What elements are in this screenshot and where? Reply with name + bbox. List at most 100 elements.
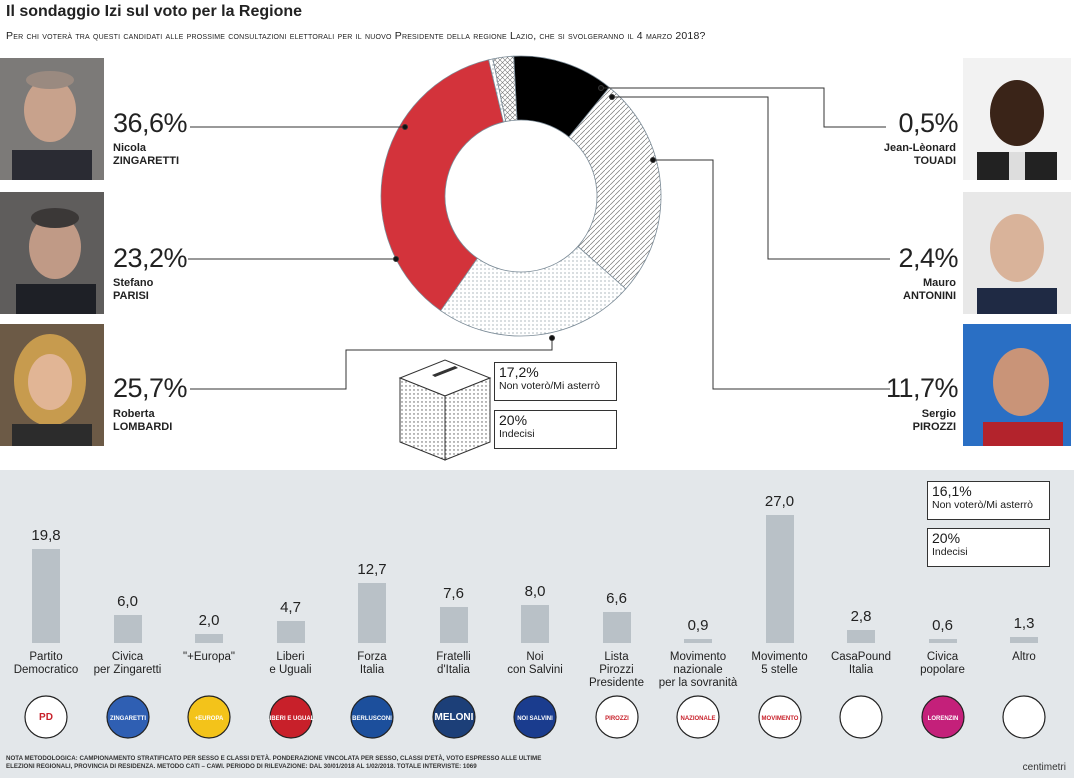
name-lombardi: Roberta LOMBARDI bbox=[113, 408, 172, 434]
bar-value-label: 6,6 bbox=[606, 589, 627, 607]
bar bbox=[439, 606, 468, 643]
first-name: Jean-Lèonard bbox=[883, 142, 956, 154]
pct-antonini: 2,4% bbox=[898, 243, 958, 273]
last-name: TOUADI bbox=[914, 155, 956, 167]
pct-parisi: 23,2% bbox=[113, 243, 188, 273]
bar-category-label-line: per Zingaretti bbox=[93, 664, 162, 676]
bar-category-label-line: Presidente bbox=[589, 677, 644, 689]
liberi-uguali-logo: LIBERI E UGUALI bbox=[268, 694, 314, 740]
lista-pirozzi-logo: PIROZZI bbox=[594, 694, 640, 740]
bar-category-label: Civica per Zingaretti bbox=[78, 651, 178, 677]
bar-value-label: 2,8 bbox=[850, 607, 872, 625]
last-name: PARISI bbox=[113, 290, 149, 302]
bar-category-label-line: Noi bbox=[526, 651, 544, 663]
donut-slice-zingaretti bbox=[380, 59, 504, 312]
bar-category-label: Movimento nazionale per la sovranità bbox=[648, 651, 748, 690]
bar-value-label: 0,6 bbox=[932, 617, 953, 634]
svg-text:LORENZIN: LORENZIN bbox=[927, 716, 958, 722]
svg-text:MOVIMENTO: MOVIMENTO bbox=[761, 716, 798, 722]
last-name: PIROZZI bbox=[912, 421, 956, 433]
bar-category-label-line: Italia bbox=[848, 664, 874, 676]
undecided-value: 20% bbox=[499, 412, 528, 428]
bar bbox=[195, 633, 223, 643]
chart-subtitle: Per chi voterà tra questi candidati alle… bbox=[6, 30, 706, 42]
bar-category-label-line: Civica bbox=[926, 651, 959, 663]
name-zingaretti: Nicola ZINGARETTI bbox=[113, 142, 179, 168]
abstain-label: Non voterò/Mi asterrò bbox=[932, 499, 1033, 511]
bar-value-label: 27,0 bbox=[764, 493, 795, 510]
svg-text:ZINGARETTI: ZINGARETTI bbox=[110, 716, 146, 722]
bar-value-label: 0,9 bbox=[687, 616, 709, 634]
bar-category-label-line: d'Italia bbox=[437, 664, 470, 676]
bar-category-label-line: e Uguali bbox=[269, 664, 312, 676]
svg-text:NAZIONALE: NAZIONALE bbox=[681, 716, 716, 722]
svg-text:BERLUSCONI: BERLUSCONI bbox=[352, 716, 392, 722]
photo-zingaretti bbox=[0, 58, 104, 180]
pct-zingaretti: 36,6% bbox=[113, 108, 188, 138]
bar bbox=[32, 549, 60, 643]
bar-category-label: Partito Democratico bbox=[0, 651, 96, 677]
pct-lombardi: 25,7% bbox=[113, 373, 188, 403]
undecided-value: 20% bbox=[932, 530, 961, 546]
forza-italia-logo: BERLUSCONI bbox=[349, 694, 395, 740]
bar-category-label-line: Movimento bbox=[751, 651, 808, 663]
donut-slice-lombardi bbox=[568, 86, 662, 290]
leader-line-antonini bbox=[612, 96, 890, 260]
casapound-logo bbox=[838, 694, 884, 740]
last-name: ANTONINI bbox=[903, 290, 956, 302]
bar-category-label-line: Pirozzi bbox=[599, 664, 634, 676]
bar-value-label: 8,0 bbox=[524, 583, 546, 601]
bar-value-label: 6,0 bbox=[117, 592, 138, 610]
bar bbox=[521, 605, 549, 643]
svg-text:+EUROPA: +EUROPA bbox=[195, 716, 224, 722]
credit-logo: centimetri bbox=[1022, 762, 1066, 773]
noi-salvini-logo: NOI SALVINI bbox=[512, 694, 558, 740]
bar-category-label-line: Partito bbox=[29, 651, 63, 663]
photo-parisi bbox=[0, 192, 104, 314]
bar bbox=[847, 629, 875, 643]
bar-category-label-line: "+Europa" bbox=[183, 651, 235, 663]
photo-touadi bbox=[963, 58, 1071, 180]
fratelli-italia-logo: MELONI bbox=[431, 694, 477, 740]
photo-lombardi bbox=[0, 324, 104, 446]
bar-category-label-line: Italia bbox=[359, 664, 385, 676]
bar-category-label-line: Fratelli bbox=[436, 651, 471, 663]
abstain-value: 17,2% bbox=[499, 364, 539, 380]
undecided-label: Indecisi bbox=[499, 428, 535, 440]
chart-title: Il sondaggio Izi sul voto per la Regione bbox=[6, 3, 303, 20]
photo-pirozzi bbox=[963, 324, 1071, 446]
bar-category-label: "+Europa" bbox=[159, 651, 259, 664]
first-name: Nicola bbox=[113, 142, 147, 154]
leader-line-pirozzi bbox=[653, 159, 890, 390]
leader-line-touadi bbox=[601, 87, 886, 128]
methodology-note: Nota metodologica: Campionamento stratif… bbox=[6, 755, 542, 770]
first-name: Mauro bbox=[923, 277, 956, 289]
name-touadi: Jean-Lèonard TOUADI bbox=[836, 142, 956, 168]
bar-value-label: 1,3 bbox=[1013, 614, 1035, 632]
bar-category-label: Altro bbox=[974, 651, 1074, 664]
bar-category-label-line: nazionale bbox=[673, 664, 723, 676]
bar-category-label: Movimento 5 stelle bbox=[730, 651, 830, 677]
civica-popolare-logo: LORENZIN bbox=[920, 694, 966, 740]
bar-category-label: Civica popolare bbox=[893, 651, 993, 677]
svg-text:MELONI: MELONI bbox=[434, 712, 473, 723]
name-pirozzi: Sergio PIROZZI bbox=[836, 408, 956, 434]
bar bbox=[358, 582, 386, 643]
bar-value-label: 7,6 bbox=[443, 584, 464, 602]
svg-text:NOI SALVINI: NOI SALVINI bbox=[517, 716, 553, 722]
donut-slice-parisi bbox=[440, 245, 627, 337]
bar bbox=[928, 639, 957, 643]
name-antonini: Mauro ANTONINI bbox=[836, 277, 956, 303]
pct-pirozzi: 11,7% bbox=[885, 373, 959, 403]
bar-category-label-line: CasaPound bbox=[830, 651, 892, 663]
bar-category-label: Noi con Salvini bbox=[485, 651, 585, 677]
bar-value-label: 2,0 bbox=[198, 611, 220, 629]
donut-chart bbox=[188, 55, 890, 461]
bar-category-label: CasaPound Italia bbox=[811, 651, 911, 677]
undecided-box-top: 20% Indecisi bbox=[494, 410, 617, 449]
abstain-box-top: 17,2% Non voterò/Mi asterrò bbox=[494, 362, 617, 401]
bar bbox=[276, 620, 305, 643]
bar-value-label: 4,7 bbox=[280, 598, 301, 616]
bar bbox=[684, 638, 712, 643]
bar-category-label: Forza Italia bbox=[322, 651, 422, 677]
